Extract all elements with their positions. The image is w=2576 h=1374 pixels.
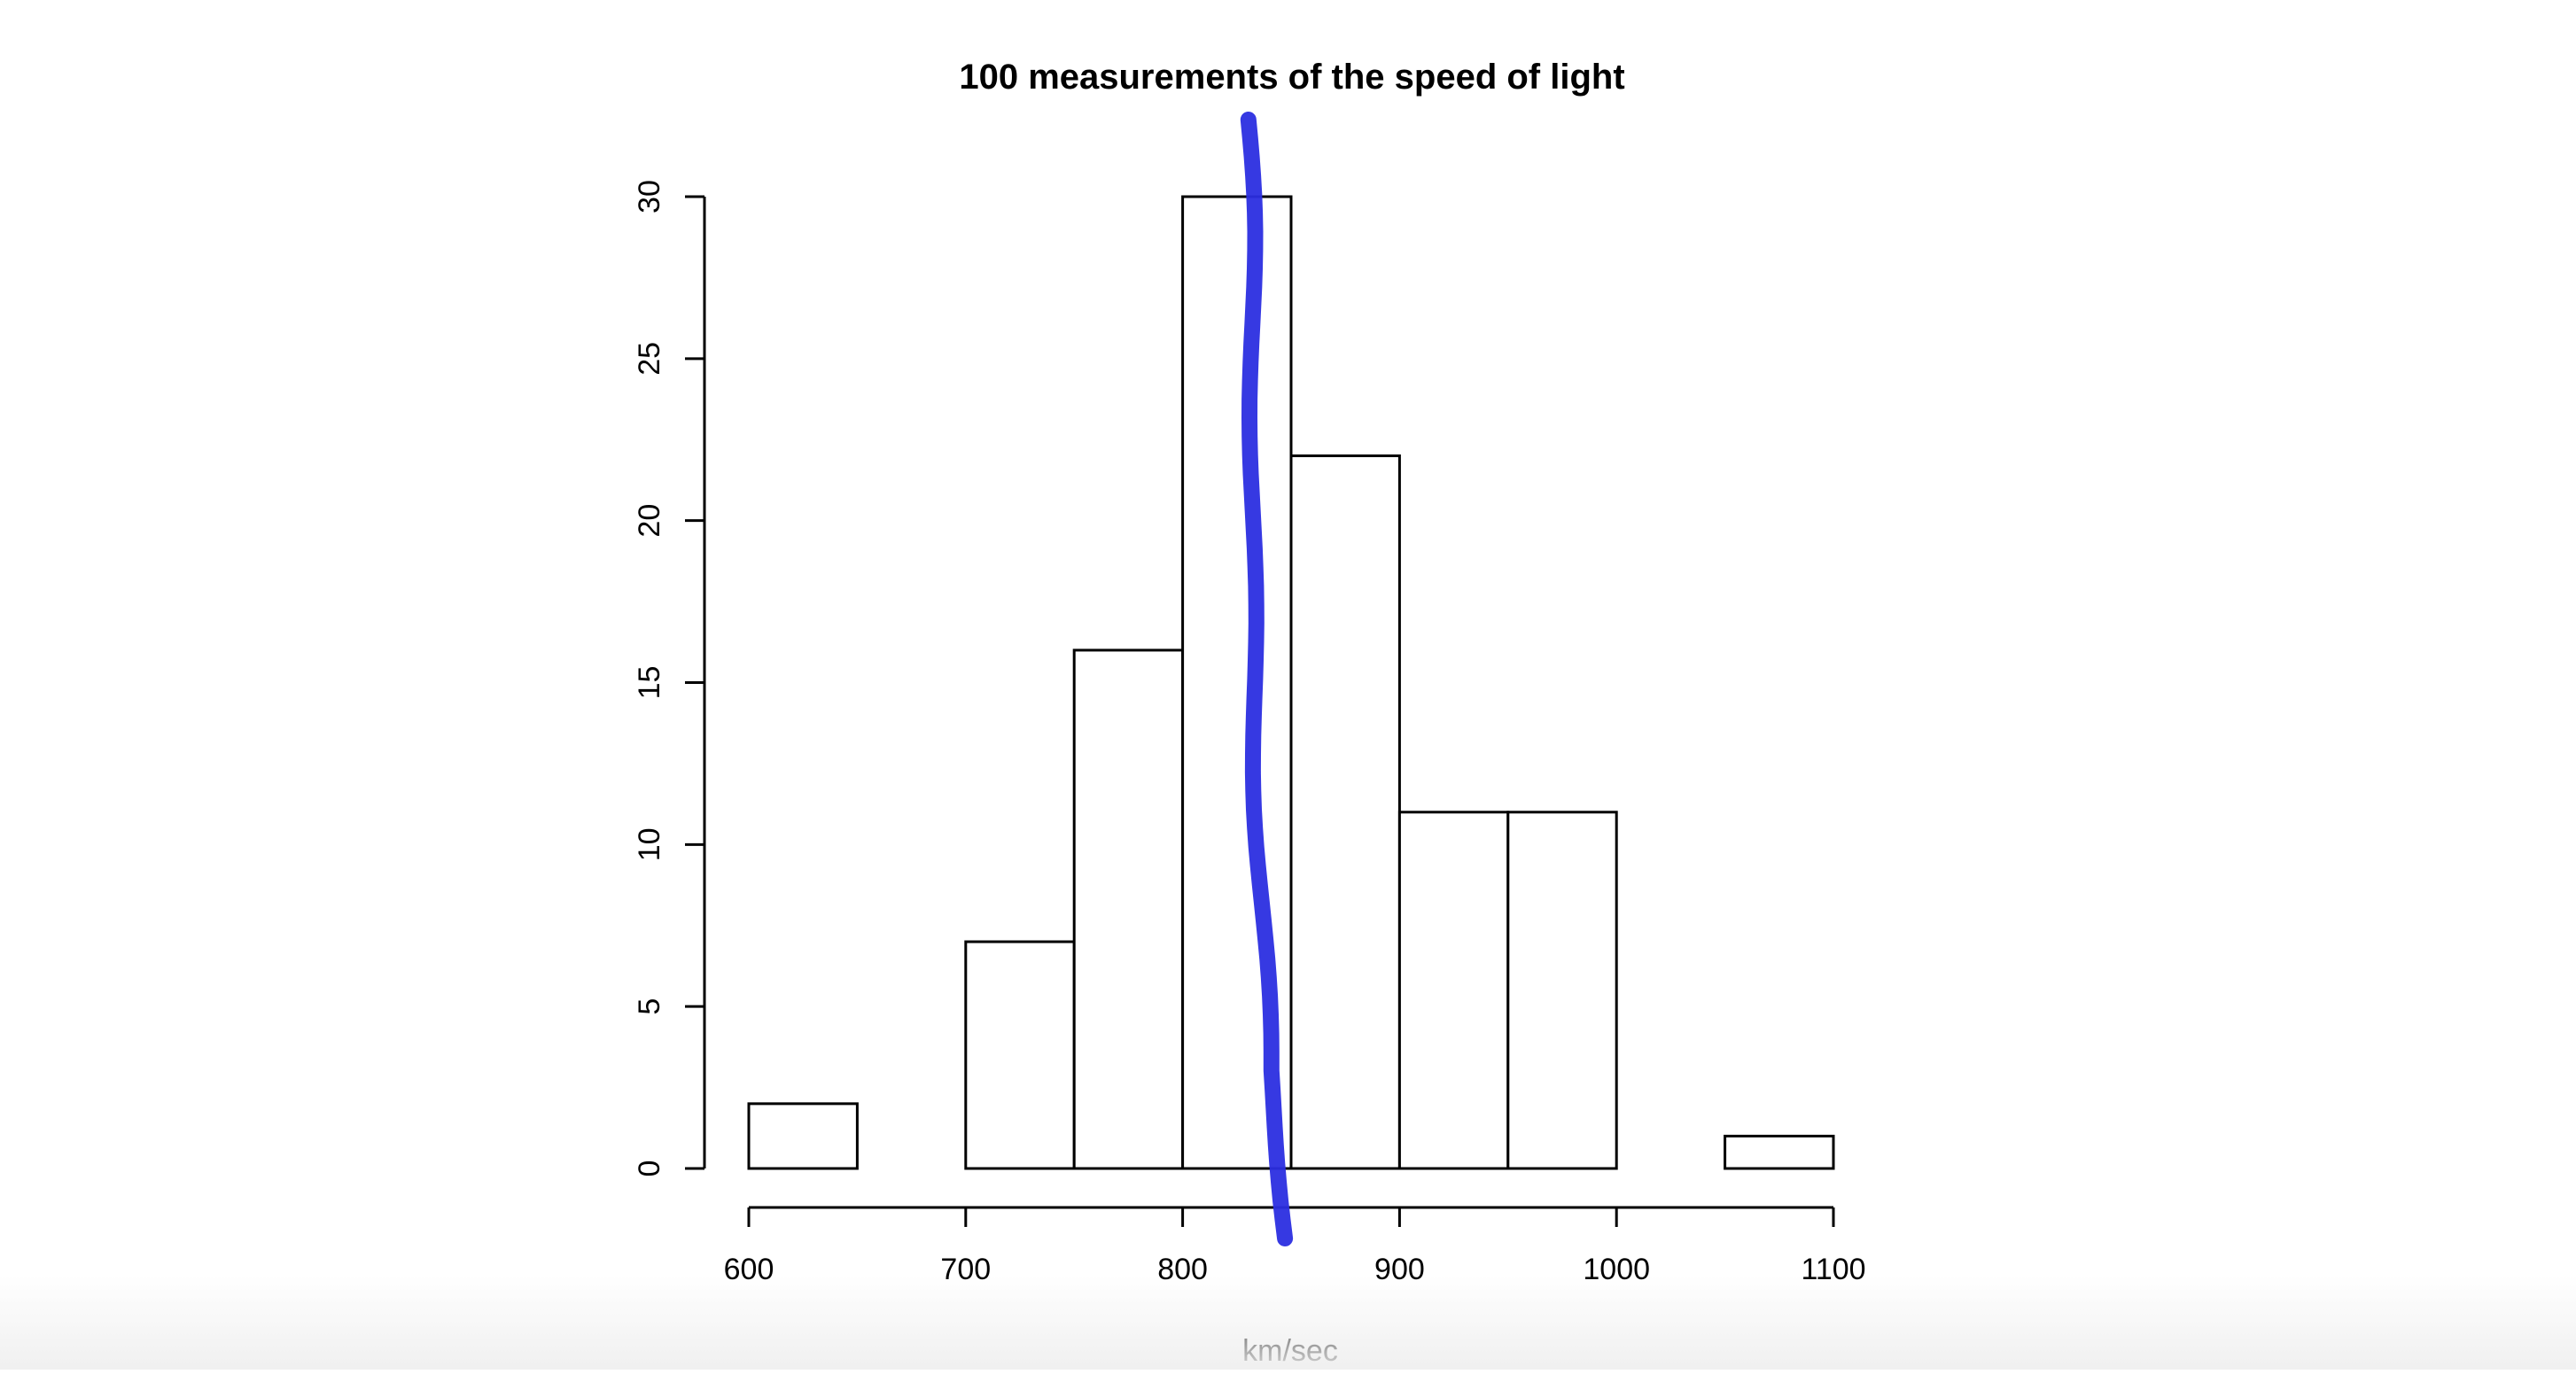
y-tick-label: 10 bbox=[633, 827, 666, 861]
annotation-layer bbox=[1240, 112, 1294, 1246]
y-tick-label: 0 bbox=[633, 1161, 666, 1177]
x-tick-label: 1100 bbox=[1801, 1253, 1865, 1286]
x-tick-label: 900 bbox=[1374, 1253, 1425, 1286]
x-axis: 600 700 800 900 1000 1100 bbox=[724, 1206, 1866, 1286]
x-tick-label: 800 bbox=[1157, 1253, 1208, 1286]
chart-title: 100 measurements of the speed of light bbox=[959, 58, 1624, 97]
histogram-bar bbox=[964, 940, 1076, 1170]
histogram-bar bbox=[1506, 811, 1618, 1170]
y-tick-label: 15 bbox=[633, 666, 666, 700]
x-tick-label: 700 bbox=[940, 1253, 991, 1286]
y-tick-label: 25 bbox=[633, 342, 666, 376]
x-tick-label: 600 bbox=[724, 1253, 774, 1286]
y-tick-label: 5 bbox=[633, 998, 666, 1015]
histogram-bar bbox=[1289, 454, 1401, 1170]
y-tick-label: 20 bbox=[633, 504, 666, 538]
x-axis-title: km/sec bbox=[1242, 1334, 1338, 1368]
histogram-bar bbox=[1072, 648, 1185, 1170]
histogram-bars bbox=[747, 195, 1835, 1170]
histogram-bar bbox=[747, 1102, 859, 1170]
x-tick-label: 1000 bbox=[1583, 1253, 1650, 1286]
annotation-line bbox=[1240, 112, 1294, 1246]
histogram-bar bbox=[1397, 811, 1510, 1170]
histogram-bar bbox=[1724, 1134, 1835, 1170]
y-axis: 0 5 10 15 20 25 30 bbox=[633, 180, 706, 1177]
y-tick-label: 30 bbox=[633, 180, 666, 213]
